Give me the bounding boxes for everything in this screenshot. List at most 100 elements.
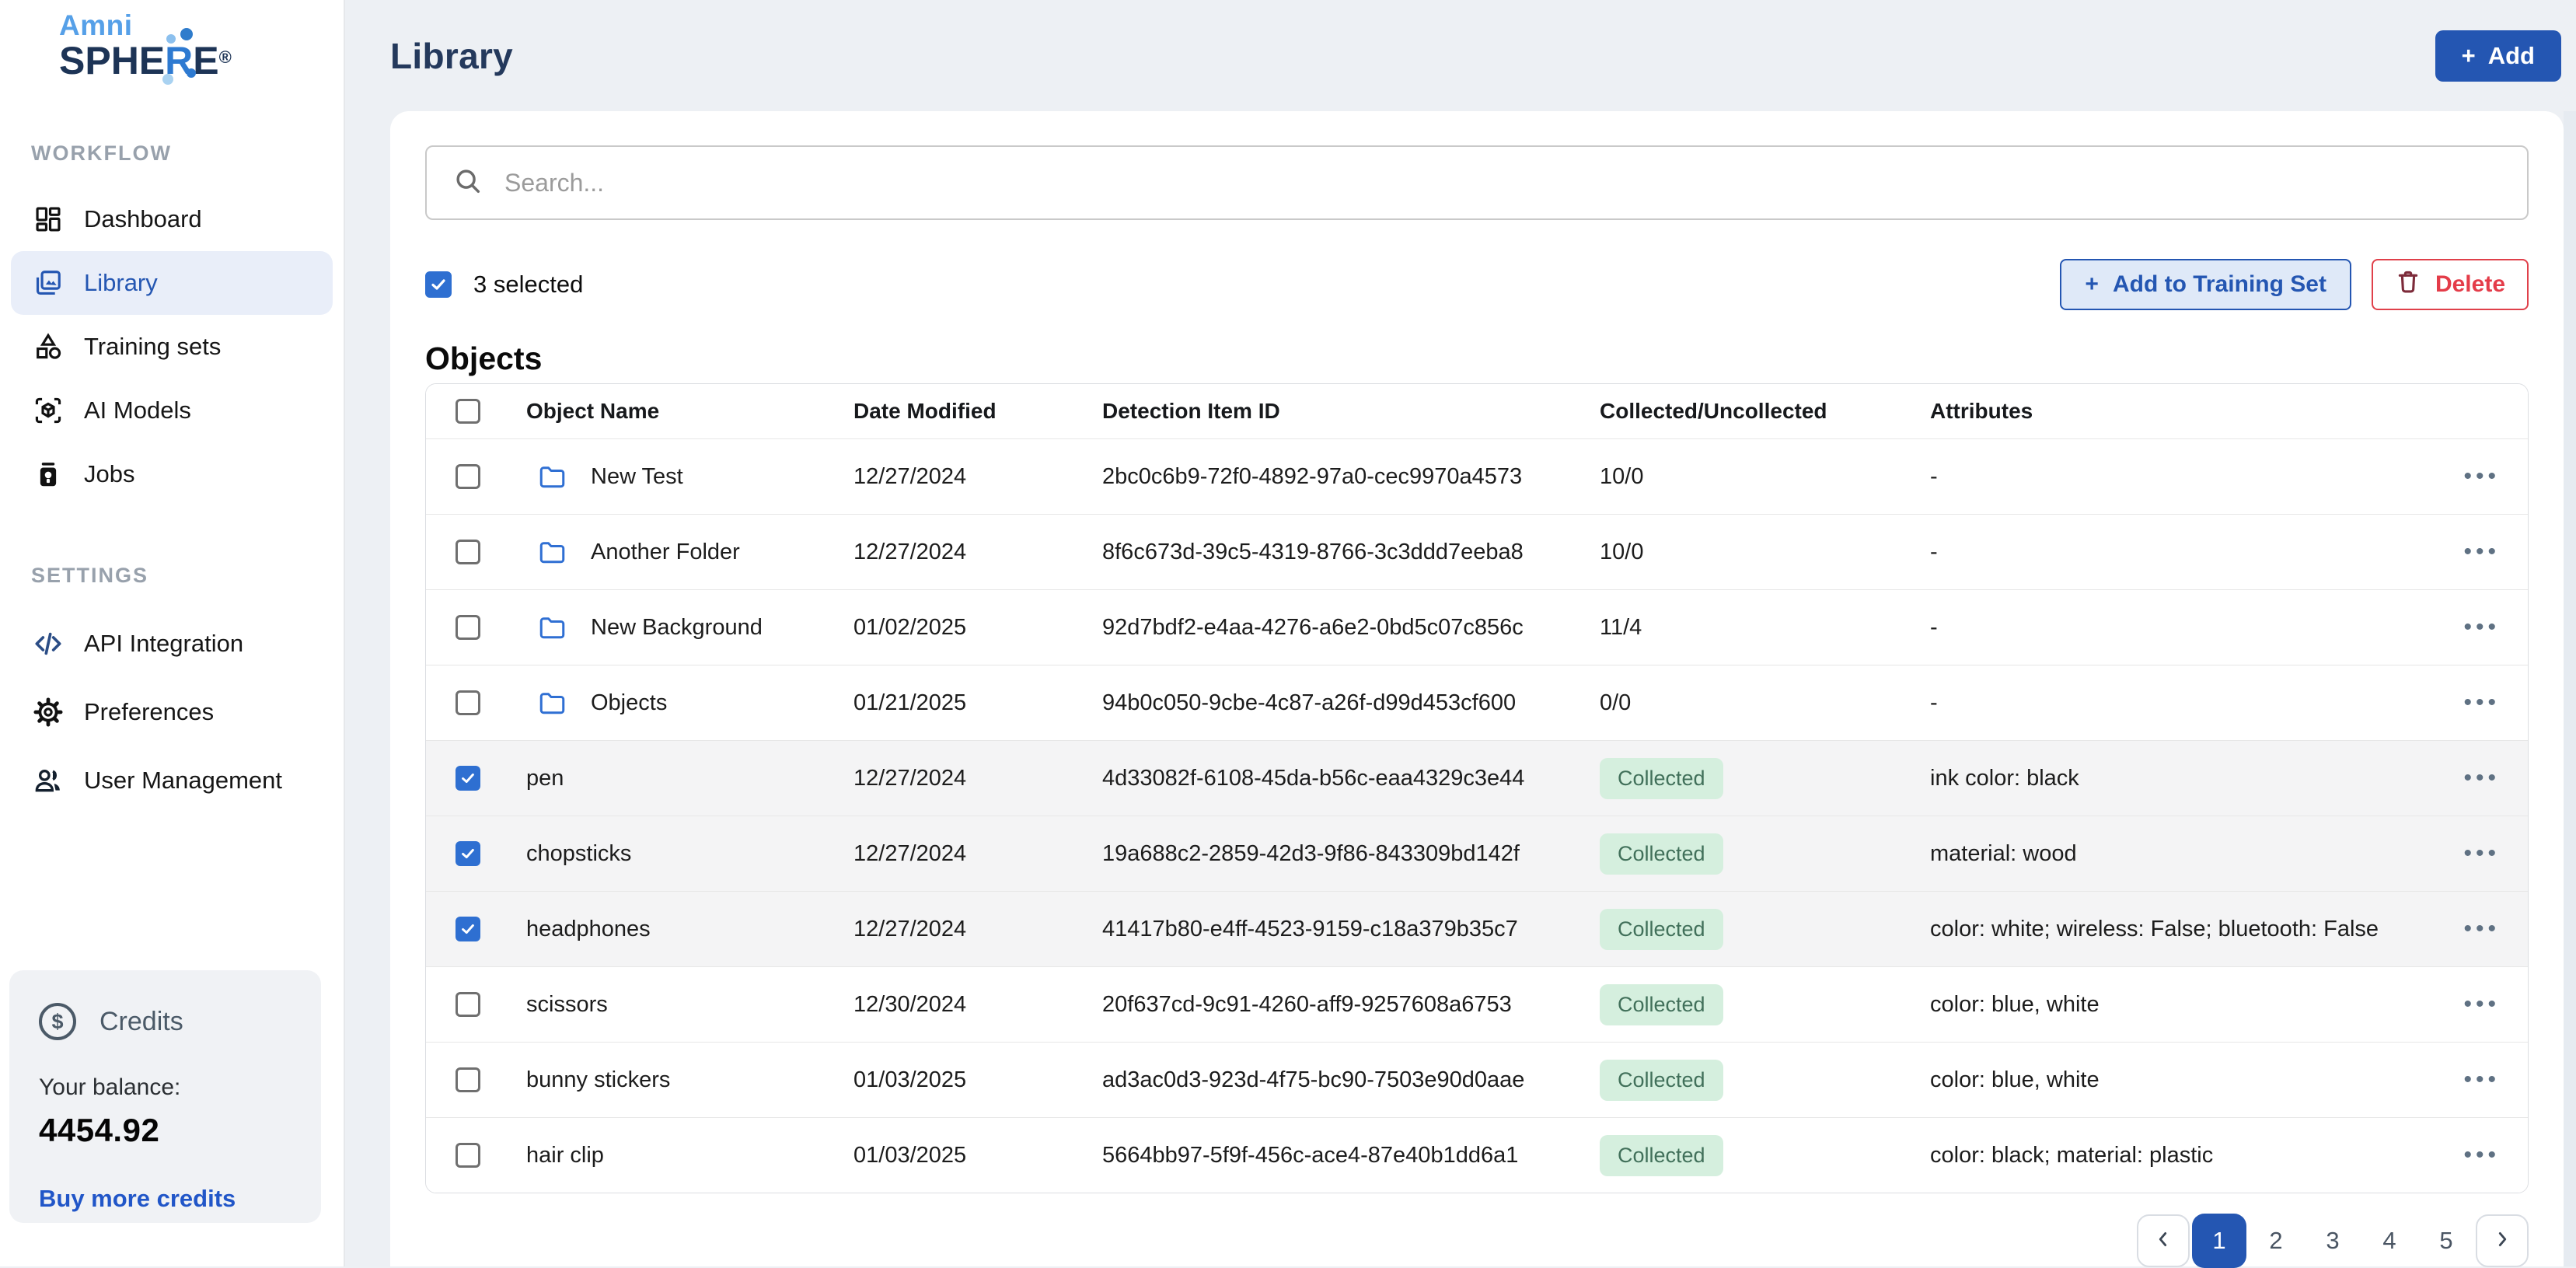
buy-more-credits-link[interactable]: Buy more credits bbox=[39, 1185, 236, 1213]
date-modified: 12/27/2024 bbox=[852, 464, 1101, 490]
sidebar-item-label: Dashboard bbox=[84, 205, 202, 233]
sidebar-item-label: Preferences bbox=[84, 698, 214, 726]
pagination-prev[interactable] bbox=[2137, 1214, 2190, 1267]
sidebar-item-preferences[interactable]: Preferences bbox=[11, 678, 333, 746]
add-to-training-set-label: Add to Training Set bbox=[2113, 271, 2326, 298]
date-modified: 01/03/2025 bbox=[852, 1143, 1101, 1168]
sidebar-item-label: Jobs bbox=[84, 460, 134, 488]
row-menu-icon[interactable]: ••• bbox=[2463, 991, 2500, 1017]
row-checkbox[interactable] bbox=[456, 464, 480, 489]
pagination-next[interactable] bbox=[2476, 1214, 2529, 1267]
attributes: - bbox=[1929, 464, 2449, 490]
table-row[interactable]: hair clip 01/03/2025 5664bb97-5f9f-456c-… bbox=[426, 1117, 2528, 1193]
attributes: material: wood bbox=[1929, 841, 2449, 867]
objects-table: Object Name Date Modified Detection Item… bbox=[425, 383, 2529, 1193]
add-to-training-set-button[interactable]: + Add to Training Set bbox=[2060, 259, 2351, 310]
row-checkbox[interactable] bbox=[456, 992, 480, 1017]
column-header-date-modified: Date Modified bbox=[852, 399, 1101, 424]
table-row[interactable]: Another Folder 12/27/2024 8f6c673d-39c5-… bbox=[426, 514, 2528, 589]
add-button[interactable]: + Add bbox=[2435, 30, 2561, 82]
pagination-page-2[interactable]: 2 bbox=[2249, 1214, 2303, 1268]
row-menu-icon[interactable]: ••• bbox=[2463, 916, 2500, 941]
sidebar-item-ai-models[interactable]: AI Models bbox=[11, 379, 333, 442]
row-menu-icon[interactable]: ••• bbox=[2463, 1067, 2500, 1092]
credits-header: $ Credits bbox=[39, 1003, 293, 1040]
sidebar-item-user-management[interactable]: User Management bbox=[11, 746, 333, 815]
table-row[interactable]: New Background 01/02/2025 92d7bdf2-e4aa-… bbox=[426, 589, 2528, 665]
collected-badge: Collected bbox=[1600, 1060, 1723, 1101]
delete-button[interactable]: Delete bbox=[2372, 259, 2529, 310]
cube-scan-icon bbox=[33, 395, 64, 426]
dashboard-icon bbox=[33, 204, 64, 235]
row-menu-icon[interactable]: ••• bbox=[2463, 1142, 2500, 1168]
section-label-settings: SETTINGS bbox=[31, 564, 344, 588]
sidebar-item-label: AI Models bbox=[84, 396, 191, 424]
scrollbar-track[interactable] bbox=[2564, 111, 2576, 1266]
object-name: Another Folder bbox=[591, 540, 740, 565]
row-checkbox[interactable] bbox=[456, 1143, 480, 1168]
people-icon bbox=[33, 765, 64, 796]
object-name: chopsticks bbox=[526, 841, 631, 867]
row-menu-icon[interactable]: ••• bbox=[2463, 840, 2500, 866]
row-checkbox[interactable] bbox=[456, 540, 480, 564]
sidebar-item-training-sets[interactable]: Training sets bbox=[11, 315, 333, 379]
balance-value: 4454.92 bbox=[39, 1112, 293, 1149]
attributes: - bbox=[1929, 540, 2449, 565]
search-icon bbox=[453, 166, 483, 200]
table-row[interactable]: headphones 12/27/2024 41417b80-e4ff-4523… bbox=[426, 891, 2528, 966]
table-row[interactable]: pen 12/27/2024 4d33082f-6108-45da-b56c-e… bbox=[426, 740, 2528, 816]
detection-item-id: 5664bb97-5f9f-456c-ace4-87e40b1dd6a1 bbox=[1101, 1143, 1598, 1168]
brand-line2-post: E bbox=[193, 39, 218, 82]
brand-line2-pre: SPHE bbox=[59, 39, 165, 82]
header-checkbox[interactable] bbox=[456, 399, 480, 424]
table-row[interactable]: Objects 01/21/2025 94b0c050-9cbe-4c87-a2… bbox=[426, 665, 2528, 740]
sidebar-item-jobs[interactable]: Jobs bbox=[11, 442, 333, 506]
row-menu-icon[interactable]: ••• bbox=[2463, 539, 2500, 564]
collected-badge: Collected bbox=[1600, 833, 1723, 875]
detection-item-id: 4d33082f-6108-45da-b56c-eaa4329c3e44 bbox=[1101, 766, 1598, 791]
table-row[interactable]: New Test 12/27/2024 2bc0c6b9-72f0-4892-9… bbox=[426, 438, 2528, 514]
detection-item-id: 41417b80-e4ff-4523-9159-c18a379b35c7 bbox=[1101, 917, 1598, 942]
credits-title: Credits bbox=[99, 1007, 183, 1037]
detection-item-id: ad3ac0d3-923d-4f75-bc90-7503e90d0aae bbox=[1101, 1067, 1598, 1093]
column-header-attributes: Attributes bbox=[1929, 399, 2449, 424]
attributes: - bbox=[1929, 690, 2449, 716]
row-menu-icon[interactable]: ••• bbox=[2463, 463, 2500, 489]
folder-icon bbox=[537, 538, 565, 566]
brand-line2: SPHERE® bbox=[59, 40, 232, 81]
search-bar bbox=[425, 145, 2529, 220]
object-name: scissors bbox=[526, 992, 608, 1018]
pagination-page-5[interactable]: 5 bbox=[2419, 1214, 2473, 1268]
delete-button-label: Delete bbox=[2435, 271, 2505, 298]
brand-line1: Amni bbox=[59, 11, 344, 40]
sidebar-item-library[interactable]: Library bbox=[11, 251, 333, 315]
object-name: hair clip bbox=[526, 1143, 604, 1168]
table-row[interactable]: scissors 12/30/2024 20f637cd-9c91-4260-a… bbox=[426, 966, 2528, 1042]
code-icon bbox=[33, 628, 64, 659]
sidebar-item-api-integration[interactable]: API Integration bbox=[11, 610, 333, 678]
select-all-checkbox[interactable] bbox=[425, 271, 452, 298]
detection-item-id: 20f637cd-9c91-4260-aff9-9257608a6753 bbox=[1101, 992, 1598, 1018]
folder-icon bbox=[537, 613, 565, 641]
section-label-workflow: WORKFLOW bbox=[31, 141, 344, 166]
row-checkbox[interactable] bbox=[456, 917, 480, 941]
table-row[interactable]: bunny stickers 01/03/2025 ad3ac0d3-923d-… bbox=[426, 1042, 2528, 1117]
collected-count: 10/0 bbox=[1598, 464, 1929, 490]
registered-mark: ® bbox=[219, 47, 232, 67]
row-checkbox[interactable] bbox=[456, 1067, 480, 1092]
search-input[interactable] bbox=[503, 168, 2504, 198]
pagination-page-1[interactable]: 1 bbox=[2192, 1214, 2246, 1268]
row-checkbox[interactable] bbox=[456, 841, 480, 866]
pagination-page-3[interactable]: 3 bbox=[2305, 1214, 2360, 1268]
pagination-page-4[interactable]: 4 bbox=[2362, 1214, 2417, 1268]
date-modified: 12/30/2024 bbox=[852, 992, 1101, 1018]
row-menu-icon[interactable]: ••• bbox=[2463, 614, 2500, 640]
brand-sphere-r: R bbox=[165, 40, 193, 81]
row-menu-icon[interactable]: ••• bbox=[2463, 765, 2500, 791]
table-row[interactable]: chopsticks 12/27/2024 19a688c2-2859-42d3… bbox=[426, 816, 2528, 891]
row-checkbox[interactable] bbox=[456, 690, 480, 715]
row-menu-icon[interactable]: ••• bbox=[2463, 690, 2500, 715]
row-checkbox[interactable] bbox=[456, 615, 480, 640]
sidebar-item-dashboard[interactable]: Dashboard bbox=[11, 187, 333, 251]
row-checkbox[interactable] bbox=[456, 766, 480, 791]
